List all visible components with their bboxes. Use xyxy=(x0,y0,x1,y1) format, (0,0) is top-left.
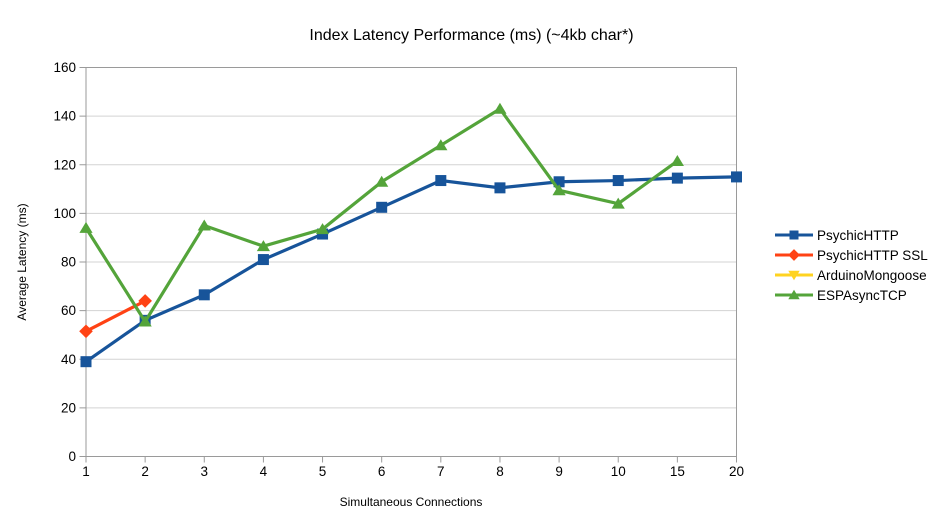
series-marker-psychichttp xyxy=(671,172,683,184)
y-tick-label: 120 xyxy=(53,157,76,172)
legend-item-espasynctcp: ESPAsyncTCP xyxy=(775,285,928,305)
legend-item-arduinomongoose: ArduinoMongoose xyxy=(775,265,928,285)
x-tick-label: 2 xyxy=(141,464,149,479)
series-marker-psychichttp xyxy=(257,254,269,266)
x-tick-label: 6 xyxy=(378,464,386,479)
x-tick-label: 1 xyxy=(82,464,90,479)
series-marker-psychichttp xyxy=(435,175,447,187)
y-tick-label: 40 xyxy=(61,352,76,367)
x-tick-label: 3 xyxy=(201,464,209,479)
legend-label: ESPAsyncTCP xyxy=(817,287,907,303)
legend-key-triangle-down-icon xyxy=(775,270,813,281)
series-marker-psychichttp-ssl xyxy=(138,294,152,308)
series-marker-espasynctcp xyxy=(670,155,684,167)
y-tick-label: 160 xyxy=(53,60,76,75)
series-marker-espasynctcp xyxy=(552,184,566,196)
legend-key-diamond-icon xyxy=(775,249,813,261)
x-tick-label: 10 xyxy=(611,464,626,479)
chart-title: Index Latency Performance (ms) (~4kb cha… xyxy=(309,27,634,44)
y-tick-label: 80 xyxy=(61,255,76,270)
series-line-espasynctcp xyxy=(84,106,679,325)
series-marker-psychichttp xyxy=(80,356,92,368)
x-tick-label: 4 xyxy=(260,464,268,479)
series-marker-psychichttp xyxy=(494,182,506,194)
series-marker-espasynctcp xyxy=(375,175,389,187)
legend-item-psychichttp: PsychicHTTP xyxy=(775,225,928,245)
series-marker-psychichttp-ssl xyxy=(79,324,93,339)
series-marker-psychichttp xyxy=(376,201,388,213)
x-tick-label: 7 xyxy=(437,464,445,479)
series-marker-psychichttp xyxy=(731,171,742,183)
series-marker-espasynctcp xyxy=(79,221,93,233)
x-tick-label: 9 xyxy=(555,464,563,479)
legend: PsychicHTTP PsychicHTTP SSL ArduinoMongoos… xyxy=(775,225,928,305)
legend-label: ArduinoMongoose xyxy=(817,267,927,283)
series-marker-espasynctcp xyxy=(138,315,152,327)
series-marker-espasynctcp xyxy=(611,197,625,209)
y-tick-label: 0 xyxy=(68,449,76,464)
legend-key-triangle-up-icon xyxy=(775,289,813,300)
series-marker-espasynctcp xyxy=(197,219,211,231)
y-tick-label: 60 xyxy=(61,303,76,318)
series-marker-espasynctcp xyxy=(434,139,448,151)
series-marker-psychichttp xyxy=(553,176,565,188)
series-marker-espasynctcp xyxy=(493,102,507,114)
series-marker-espasynctcp xyxy=(256,240,271,252)
x-tick-label: 15 xyxy=(670,464,685,479)
x-tick-label: 20 xyxy=(729,464,744,479)
legend-label: PsychicHTTP xyxy=(817,227,899,243)
x-axis-label: Simultaneous Connections xyxy=(339,495,483,509)
legend-item-psychichttp-ssl: PsychicHTTP SSL xyxy=(775,245,928,265)
series-line-psychichttp xyxy=(85,175,737,363)
y-tick-label: 100 xyxy=(53,206,76,221)
series-marker-espasynctcp xyxy=(315,223,330,235)
series-marker-psychichttp xyxy=(612,175,624,187)
legend-key-square-icon xyxy=(775,230,813,240)
x-tick-label: 8 xyxy=(496,464,504,479)
series-marker-psychichttp xyxy=(198,289,210,301)
x-tick-label: 5 xyxy=(319,464,327,479)
y-tick-label: 20 xyxy=(61,400,76,415)
legend-label: PsychicHTTP SSL xyxy=(817,247,928,263)
y-tick-label: 140 xyxy=(53,109,76,124)
